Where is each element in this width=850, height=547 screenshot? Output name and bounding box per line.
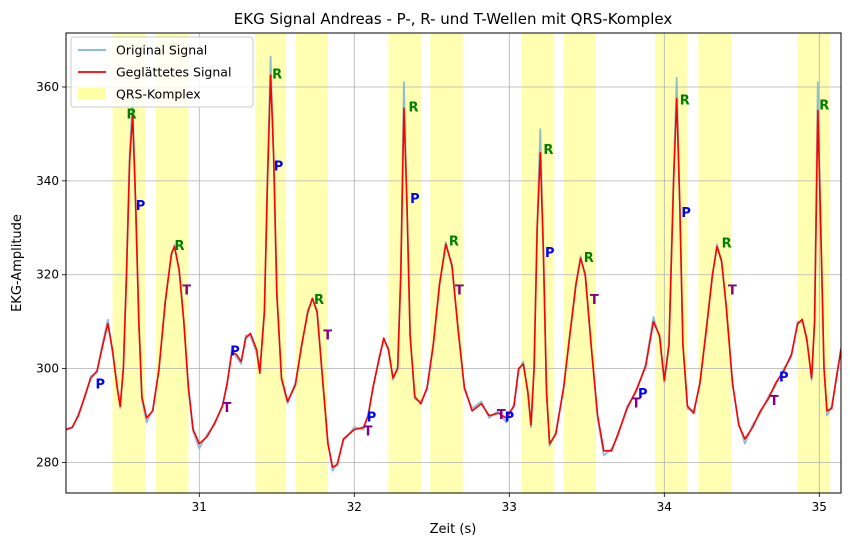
series-lines: [66, 55, 841, 472]
x-tick-label: 33: [502, 500, 517, 514]
r-wave-label: R: [680, 94, 690, 109]
r-wave-label: R: [819, 98, 829, 113]
qrs-regions: [112, 33, 831, 493]
y-tick-label: 300: [36, 362, 59, 376]
qrs-region: [797, 33, 831, 493]
p-wave-label: P: [136, 199, 146, 214]
p-wave-label: P: [230, 345, 240, 360]
r-wave-label: R: [175, 239, 185, 254]
y-tick-label: 280: [36, 455, 59, 469]
r-wave-label: R: [584, 251, 594, 266]
p-wave-label: P: [638, 387, 648, 402]
y-tick-label: 320: [36, 268, 59, 282]
t-wave-label: T: [497, 408, 506, 423]
qrs-region: [295, 33, 328, 493]
plot-frame: [65, 32, 842, 494]
t-wave-label: T: [590, 293, 599, 308]
qrs-region: [112, 33, 146, 493]
p-wave-label: P: [95, 378, 105, 393]
legend-box: [70, 36, 254, 108]
r-wave-label: R: [272, 68, 282, 83]
p-wave-label: P: [274, 159, 284, 174]
t-wave-label: T: [223, 401, 232, 416]
chart-title: EKG Signal Andreas - P-, R- und T-Wellen…: [234, 10, 673, 28]
legend: Original Signal Geglättetes Signal QRS-Kom…: [70, 36, 254, 108]
qrs-region: [155, 33, 189, 493]
qrs-region: [255, 33, 287, 493]
p-wave-label: P: [367, 410, 377, 425]
legend-label: Original Signal: [116, 43, 207, 58]
legend-swatch-qrs: [78, 88, 106, 100]
legend-label: QRS-Komplex: [116, 87, 201, 102]
r-wave-label: R: [449, 234, 459, 249]
legend-label: Geglättetes Signal: [116, 65, 231, 80]
t-wave-label: T: [323, 328, 332, 343]
x-tick-label: 34: [657, 500, 672, 514]
r-wave-label: R: [722, 237, 732, 252]
p-wave-label: P: [505, 410, 515, 425]
qrs-region: [430, 33, 463, 493]
t-wave-label: T: [728, 284, 737, 299]
r-wave-label: R: [126, 108, 136, 123]
p-wave-label: P: [779, 371, 789, 386]
x-tick-label: 31: [192, 500, 207, 514]
y-axis-label: EKG-Amplitude: [10, 214, 25, 312]
t-wave-label: T: [770, 394, 779, 409]
axis-ticks: 31 32 33 34 35 280 300 320 340 360: [36, 80, 827, 514]
y-tick-label: 360: [36, 80, 59, 94]
x-axis-label: Zeit (s): [430, 522, 477, 537]
qrs-region: [521, 33, 555, 493]
r-wave-label: R: [409, 101, 419, 116]
r-wave-label: R: [543, 143, 553, 158]
r-wave-label: R: [314, 293, 324, 308]
y-tick-label: 340: [36, 174, 59, 188]
t-wave-label: T: [364, 424, 373, 439]
smoothed-signal-line: [66, 74, 841, 468]
t-wave-label: T: [632, 396, 641, 411]
x-tick-label: 35: [812, 500, 827, 514]
x-tick-label: 32: [347, 500, 362, 514]
legend-items: Original Signal Geglättetes Signal QRS-Kom…: [78, 43, 231, 102]
t-wave-label: T: [182, 284, 191, 299]
p-wave-label: P: [410, 192, 420, 207]
t-wave-label: T: [455, 284, 464, 299]
p-wave-label: P: [681, 206, 691, 221]
p-wave-label: P: [545, 246, 555, 261]
